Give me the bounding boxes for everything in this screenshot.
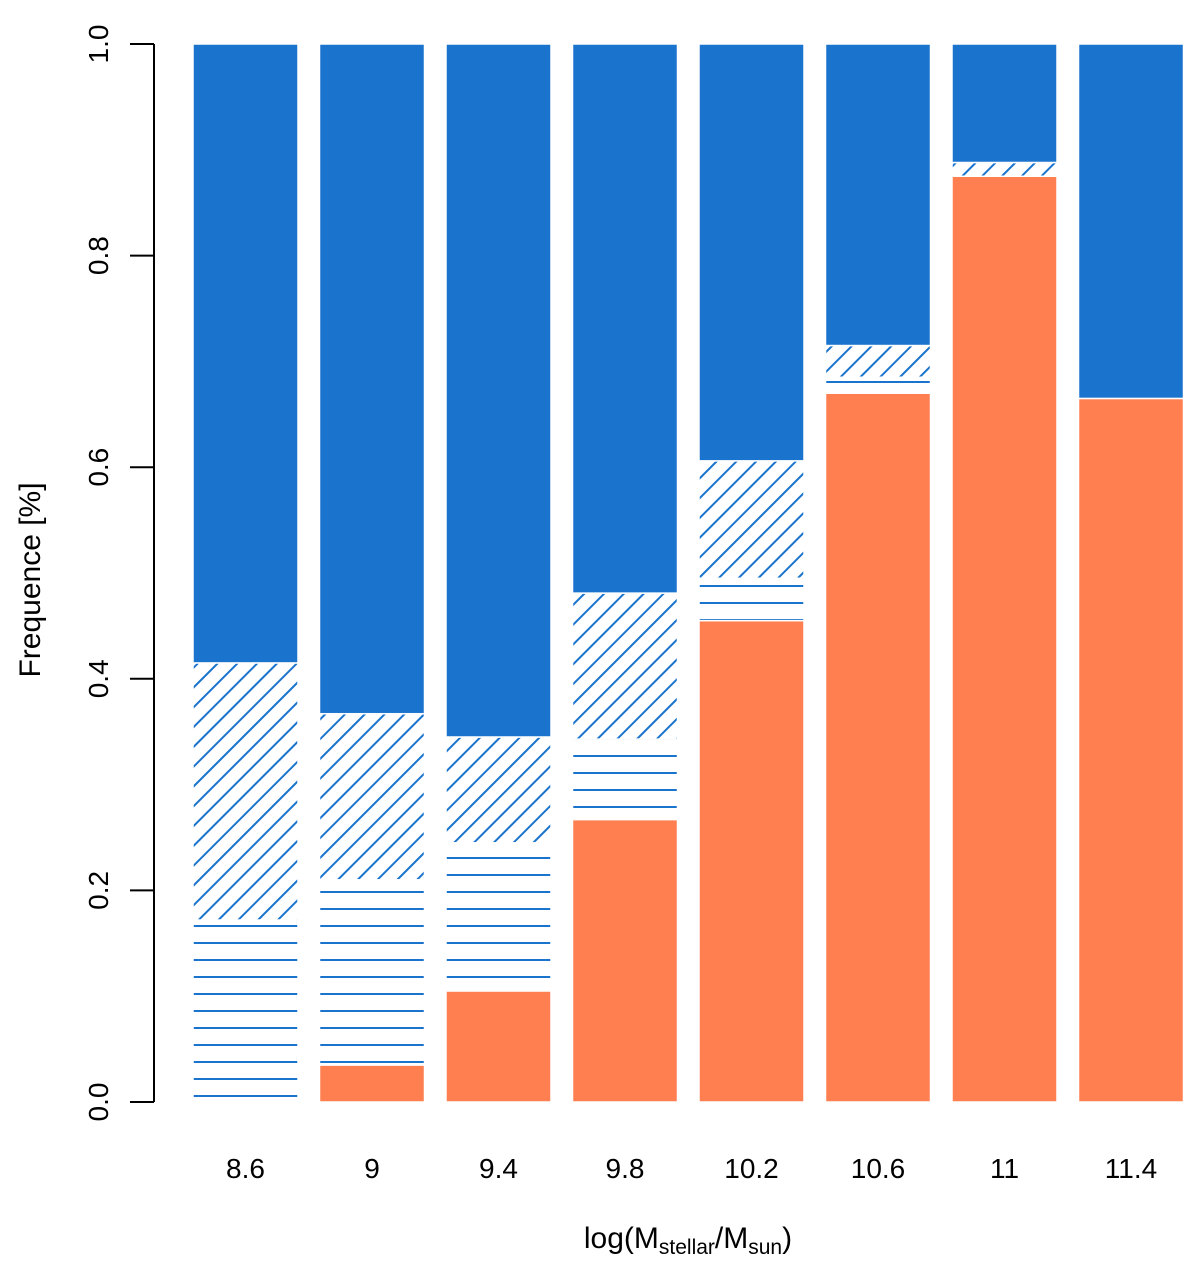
bar-segment-blue-solid-9.8 — [571, 43, 679, 594]
bar-segment-blue-solid-11 — [951, 43, 1058, 164]
y-axis-title: Frequence [%] — [14, 482, 47, 677]
bar-segment-blue-solid-10.2 — [698, 43, 805, 462]
bar-segment-orange-solid-9 — [318, 1064, 426, 1103]
x-title-sub-sun: sun — [748, 1236, 782, 1259]
x-tick-label-10.6: 10.6 — [851, 1153, 906, 1184]
bar-segment-blue-diagonal-hatch-8.6 — [192, 662, 299, 921]
bar-group-11 — [951, 43, 1058, 1103]
x-tick-label-11.4: 11.4 — [1105, 1153, 1157, 1184]
bar-segment-blue-diagonal-hatch-11 — [951, 161, 1058, 178]
bar-segment-blue-solid-10.6 — [824, 43, 932, 347]
bar-group-9 — [318, 43, 426, 1103]
bar-segment-blue-diagonal-hatch-9.4 — [445, 736, 552, 844]
y-tick-label-0.8: 0.8 — [83, 236, 114, 275]
bar-segment-blue-horizontal-lines-9.4 — [445, 842, 552, 992]
bar-segment-blue-horizontal-lines-9 — [318, 879, 426, 1066]
bar-segment-blue-diagonal-hatch-9 — [318, 712, 426, 881]
bar-segment-blue-diagonal-hatch-10.6 — [824, 344, 932, 379]
bar-segment-orange-solid-10.2 — [698, 619, 805, 1103]
x-axis-title: log(Mstellar/Msun) — [584, 1222, 792, 1259]
bar-group-9.4 — [445, 43, 552, 1103]
x-tick-labels: 8.6 9 9.4 9.8 10.2 10.6 11 11.4 — [226, 1153, 1157, 1184]
y-tick-label-0.2: 0.2 — [83, 871, 114, 910]
y-ticks: 0.0 0.2 0.4 0.6 0.8 1.0 — [83, 25, 154, 1122]
bar-group-10.6 — [824, 43, 932, 1103]
bar-segment-blue-solid-9.4 — [445, 43, 552, 738]
bar-segment-orange-solid-9.4 — [445, 990, 552, 1103]
x-tick-label-10.2: 10.2 — [724, 1153, 779, 1184]
y-axis: 0.0 0.2 0.4 0.6 0.8 1.0 — [83, 25, 155, 1122]
bar-segment-blue-horizontal-lines-10.2 — [698, 577, 805, 622]
bar-group-9.8 — [571, 43, 679, 1103]
bar-segment-blue-diagonal-hatch-9.8 — [571, 592, 679, 740]
y-tick-label-0.4: 0.4 — [83, 659, 114, 698]
bar-group-11.4 — [1077, 43, 1185, 1103]
x-title-prefix: log(M — [584, 1222, 659, 1255]
bar-segment-blue-solid-9 — [318, 43, 426, 715]
bar-segment-orange-solid-11 — [951, 175, 1058, 1103]
bar-group-8.6 — [192, 43, 299, 1103]
x-title-middle: /M — [715, 1222, 748, 1255]
bar-segment-blue-solid-8.6 — [192, 43, 299, 664]
x-tick-label-9.8: 9.8 — [606, 1153, 645, 1184]
bar-group-10.2 — [698, 43, 805, 1103]
y-tick-label-1.0: 1.0 — [83, 25, 114, 64]
y-tick-label-0.0: 0.0 — [83, 1083, 114, 1122]
bar-segment-blue-horizontal-lines-10.6 — [824, 376, 932, 394]
bar-segment-orange-solid-9.8 — [571, 818, 679, 1103]
x-tick-label-11: 11 — [990, 1153, 1019, 1184]
x-tick-label-9.4: 9.4 — [479, 1153, 518, 1184]
bar-segment-orange-solid-11.4 — [1077, 397, 1185, 1103]
bar-segment-orange-solid-10.6 — [824, 392, 932, 1103]
x-tick-label-8.6: 8.6 — [226, 1153, 265, 1184]
y-tick-label-0.6: 0.6 — [83, 448, 114, 487]
bar-segment-blue-horizontal-lines-9.8 — [571, 738, 679, 821]
bar-segment-blue-horizontal-lines-8.6 — [192, 919, 299, 1103]
x-title-suffix: ) — [782, 1222, 792, 1255]
bar-segment-blue-diagonal-hatch-10.2 — [698, 460, 805, 580]
bar-segment-blue-solid-11.4 — [1077, 43, 1185, 400]
x-title-sub-stellar: stellar — [659, 1236, 715, 1259]
x-tick-label-9: 9 — [364, 1153, 380, 1184]
bars-layer — [192, 43, 1185, 1103]
